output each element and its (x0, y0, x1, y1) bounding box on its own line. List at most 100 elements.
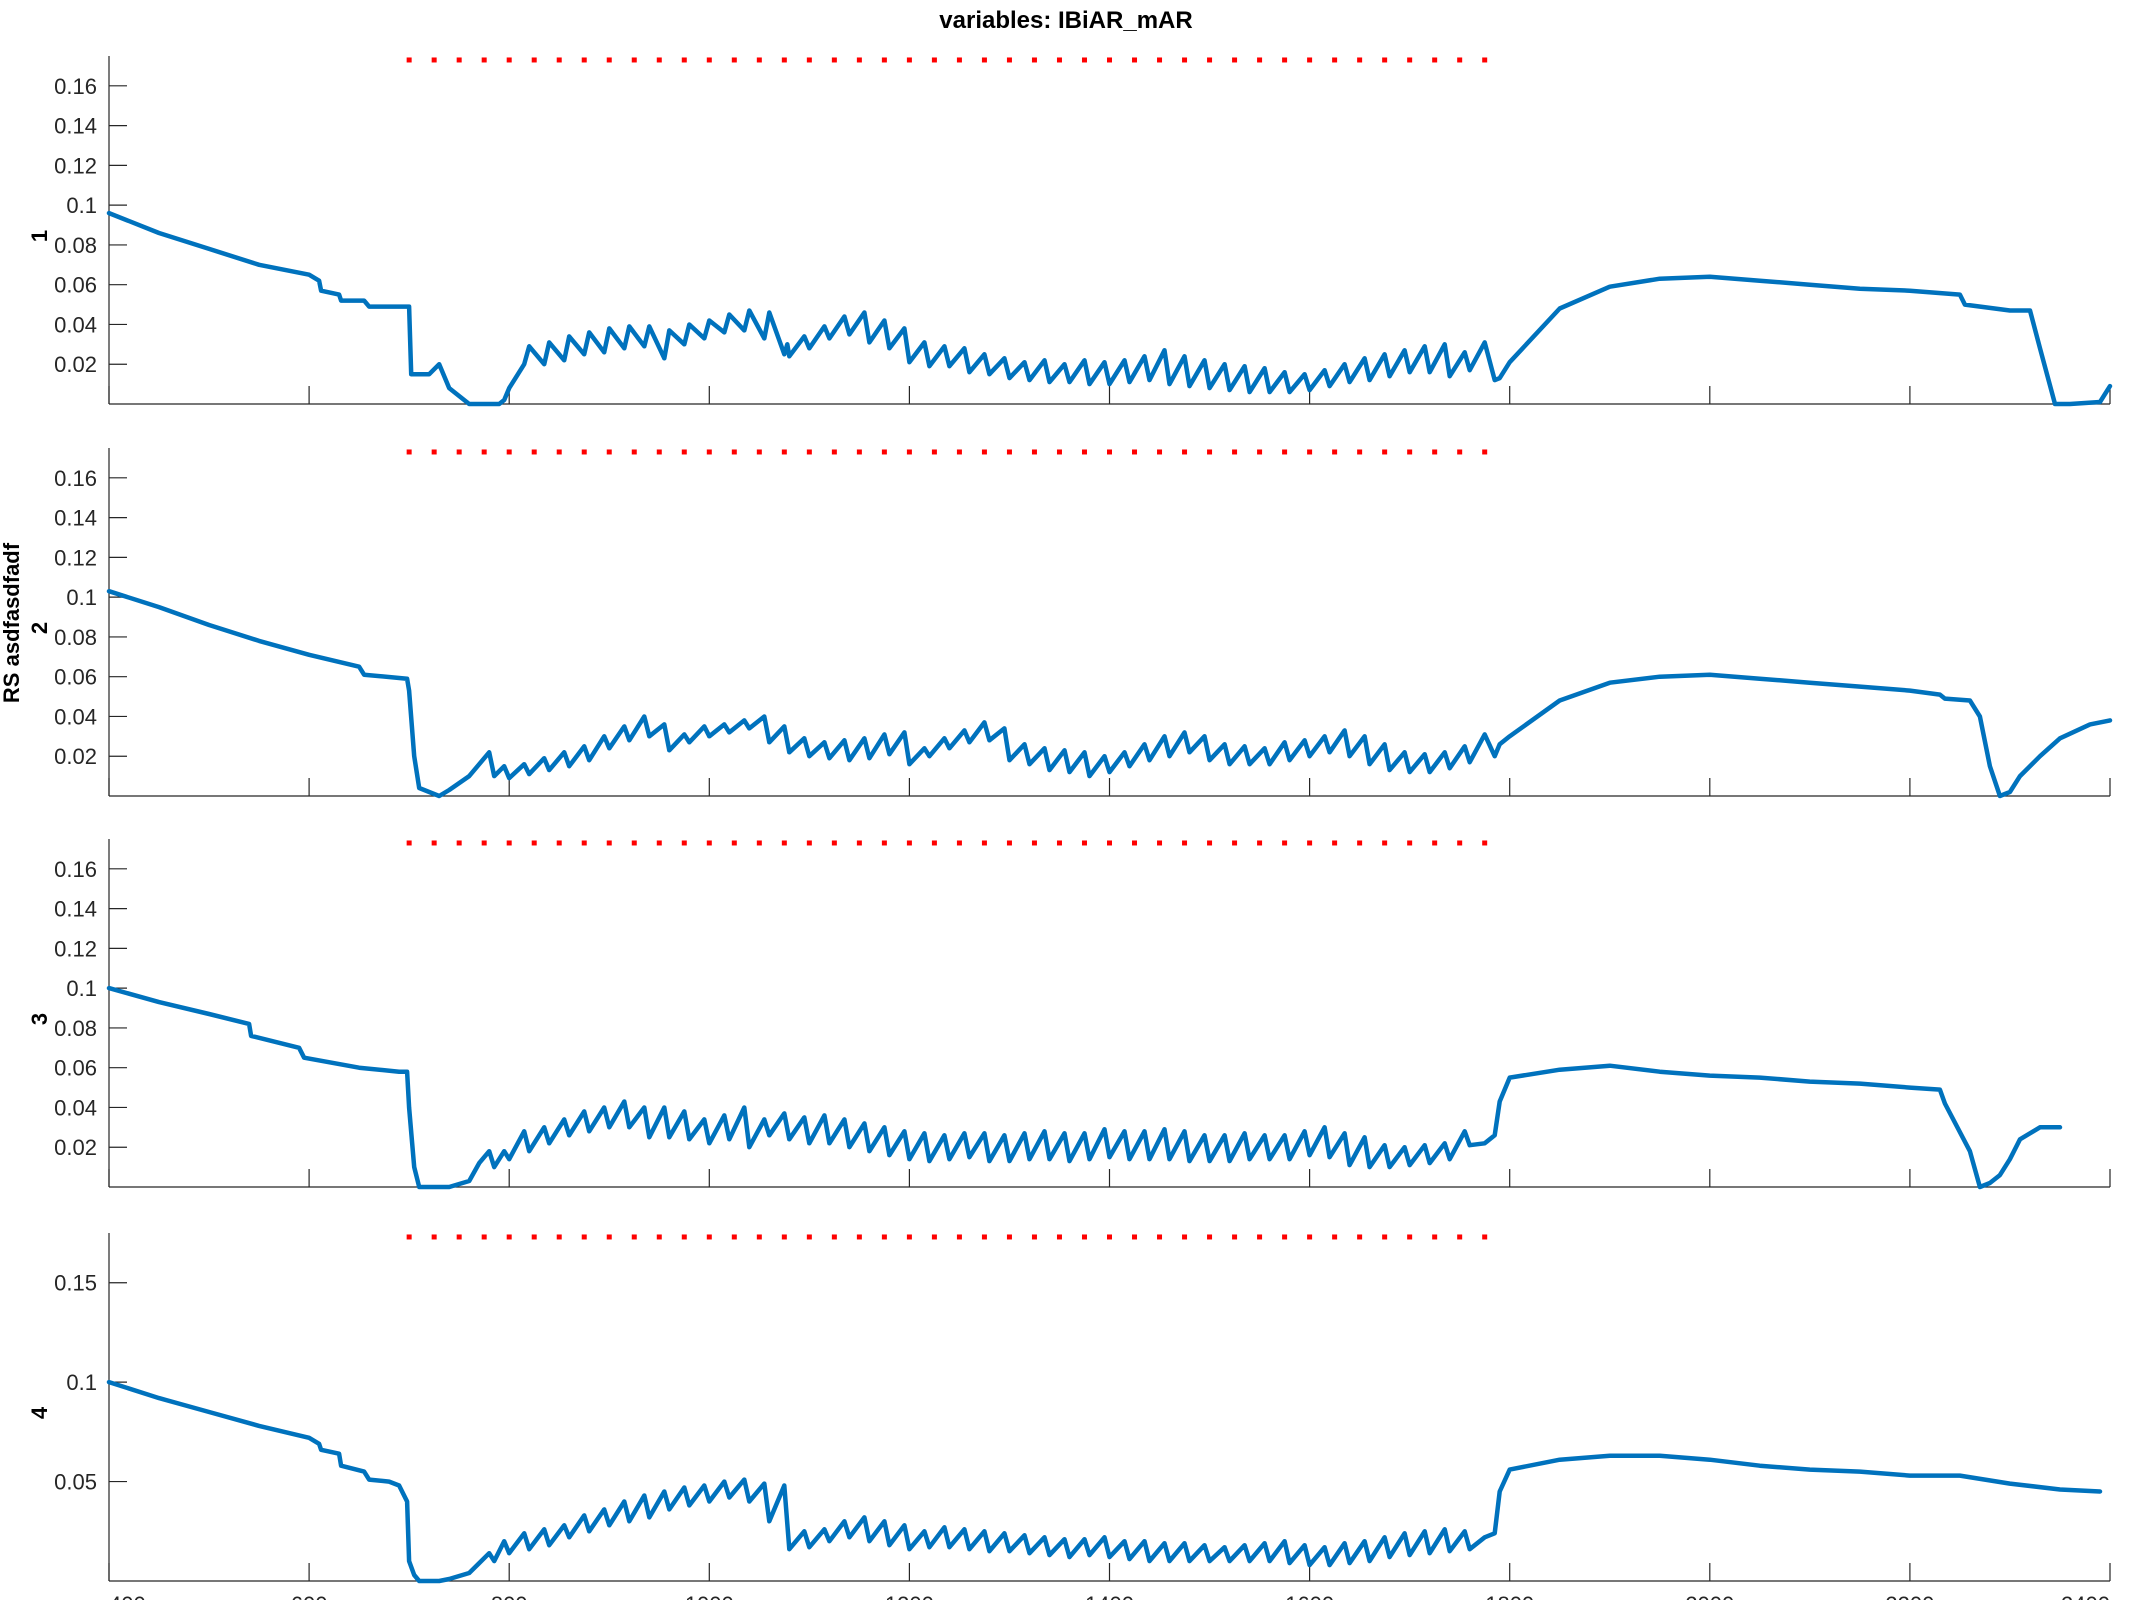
marker-point (831, 449, 837, 455)
marker-point (1056, 57, 1062, 63)
marker-point (1357, 57, 1363, 63)
marker-point (1006, 840, 1012, 846)
marker-point (1382, 57, 1388, 63)
marker-point (781, 449, 787, 455)
y-tick-label: 0.12 (54, 153, 97, 178)
marker-point (1357, 840, 1363, 846)
marker-point (1207, 840, 1213, 846)
marker-point (981, 57, 987, 63)
marker-point (1432, 840, 1438, 846)
marker-point (1132, 57, 1138, 63)
x-tick-label: 800 (491, 1592, 528, 1600)
marker-point (1081, 449, 1087, 455)
marker-point (1207, 449, 1213, 455)
marker-point (556, 840, 562, 846)
marker-point (956, 1234, 962, 1240)
y-tick-label: 0.14 (54, 506, 97, 531)
marker-point (1407, 1234, 1413, 1240)
y-tick-label: 0.08 (54, 1016, 97, 1041)
marker-point (1282, 57, 1288, 63)
y-tick-label: 0.16 (54, 857, 97, 882)
marker-point (1457, 57, 1463, 63)
marker-point (1407, 57, 1413, 63)
marker-point (1407, 449, 1413, 455)
marker-point (1257, 840, 1263, 846)
marker-point (856, 449, 862, 455)
marker-point (831, 840, 837, 846)
y-tick-label: 0.1 (66, 1370, 97, 1395)
x-tick-label: 2000 (1685, 1592, 1734, 1600)
y-tick-label: 0.14 (54, 114, 97, 139)
marker-point (881, 1234, 887, 1240)
marker-point (631, 57, 637, 63)
marker-point (1081, 840, 1087, 846)
y-tick-label: 0.05 (54, 1470, 97, 1495)
marker-point (731, 449, 737, 455)
marker-point (1332, 1234, 1338, 1240)
marker-point (706, 57, 712, 63)
panel-y-label: 4 (27, 1406, 52, 1419)
marker-point (756, 1234, 762, 1240)
y-tick-label: 0.02 (54, 352, 97, 377)
marker-point (1307, 840, 1313, 846)
marker-point (1457, 1234, 1463, 1240)
marker-point (806, 449, 812, 455)
marker-point (931, 840, 937, 846)
marker-point (1207, 57, 1213, 63)
marker-point (1257, 1234, 1263, 1240)
subplot-2: 0.02 0.04 0.06 0.08 0.1 0.12 0.14 0.16 2 (27, 448, 2113, 799)
marker-point (931, 57, 937, 63)
marker-point (456, 1234, 462, 1240)
marker-point (981, 840, 987, 846)
marker-point (1307, 449, 1313, 455)
y-tick-label: 0.16 (54, 466, 97, 491)
marker-point (631, 1234, 637, 1240)
marker-point (1107, 1234, 1112, 1240)
marker-point (1307, 1234, 1313, 1240)
x-tick-label: 1800 (1485, 1592, 1534, 1600)
marker-point (1157, 1234, 1163, 1240)
marker-point (1182, 57, 1188, 63)
marker-point (856, 840, 862, 846)
panel-y-label: 3 (27, 1013, 52, 1025)
marker-point (706, 840, 712, 846)
panel-y-label: 1 (27, 230, 52, 242)
marker-point (1157, 449, 1163, 455)
marker-point (1257, 449, 1263, 455)
marker-point (581, 449, 587, 455)
marker-point (1457, 840, 1463, 846)
marker-point (1482, 840, 1488, 846)
marker-point (1006, 57, 1012, 63)
marker-point (806, 840, 812, 846)
marker-point (431, 840, 437, 846)
y-tick-label: 0.1 (66, 193, 97, 218)
y-tick-label: 0.08 (54, 233, 97, 258)
marker-point (431, 57, 437, 63)
marker-point (681, 449, 687, 455)
marker-point (731, 57, 737, 63)
marker-point (606, 57, 612, 63)
marker-point (481, 449, 487, 455)
marker-point (1107, 57, 1112, 63)
marker-point (1031, 449, 1037, 455)
marker-point (606, 449, 612, 455)
y-tick-label: 0.02 (54, 744, 97, 769)
series-line-1 (106, 210, 2113, 407)
marker-point (1157, 57, 1163, 63)
marker-point (756, 449, 762, 455)
marker-point (506, 449, 512, 455)
y-tick-label: 0.16 (54, 74, 97, 99)
marker-point (431, 449, 437, 455)
marker-point (1482, 57, 1488, 63)
marker-point (606, 1234, 612, 1240)
marker-point (1232, 1234, 1238, 1240)
marker-point (1081, 1234, 1087, 1240)
y-tick-label: 0.04 (54, 312, 97, 337)
marker-point (506, 57, 512, 63)
marker-point (1031, 57, 1037, 63)
marker-point (406, 449, 412, 455)
marker-point (906, 840, 912, 846)
subplot-3: 0.02 0.04 0.06 0.08 0.1 0.12 0.14 0.16 3 (27, 839, 2111, 1190)
y-tick-label: 0.04 (54, 704, 97, 729)
marker-point (531, 1234, 537, 1240)
